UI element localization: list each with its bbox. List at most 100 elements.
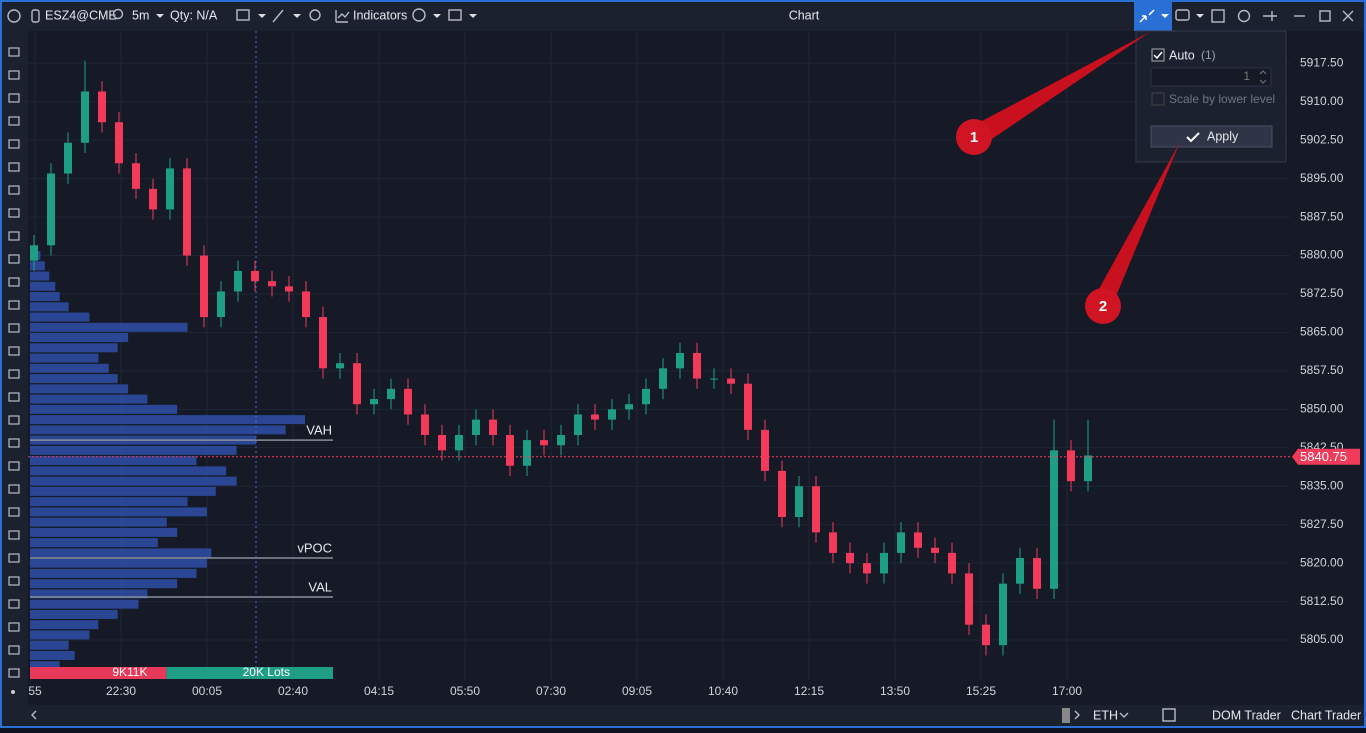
tool-icon[interactable] (8, 438, 20, 448)
candle-body (557, 434, 565, 446)
tool-icon[interactable] (8, 93, 20, 103)
profile-bar (30, 568, 197, 578)
tool-icon[interactable] (8, 116, 20, 126)
tool-icon[interactable] (8, 139, 20, 149)
chart-trader-button[interactable]: Chart Trader (1291, 708, 1361, 722)
camera-icon[interactable] (1175, 9, 1190, 21)
dom-trader-button[interactable]: DOM Trader (1212, 708, 1281, 722)
candle-body (149, 188, 157, 210)
dropdown[interactable] (433, 14, 441, 18)
candle-body (387, 388, 395, 400)
price-tick-label: 5895.00 (1300, 171, 1344, 185)
candle-body (1016, 558, 1024, 584)
crosshair-icon[interactable] (412, 8, 426, 22)
profile-bar (30, 589, 148, 599)
tool-icon[interactable] (8, 599, 20, 609)
session-selector[interactable]: ETH (1093, 708, 1118, 722)
lower-level-checkbox[interactable] (1151, 92, 1165, 106)
profile-bar (30, 415, 305, 425)
search-icon[interactable] (112, 8, 124, 20)
tool-icon[interactable] (8, 668, 20, 678)
profile-bar (30, 507, 207, 517)
window-title: Chart (789, 8, 820, 22)
spinner-arrows[interactable] (1259, 70, 1267, 84)
profile-bar (30, 271, 50, 281)
time-tick-label: 10:40 (708, 684, 738, 698)
auto-checkbox[interactable] (1151, 48, 1165, 62)
tool-icon[interactable] (8, 576, 20, 586)
level-label: VAL (308, 579, 332, 594)
scroll-right[interactable] (1074, 710, 1080, 720)
dropdown[interactable] (1119, 712, 1129, 718)
annotation-number: 2 (1099, 298, 1107, 315)
price-tick-label: 5827.50 (1300, 517, 1344, 531)
candle-body (489, 419, 497, 435)
dropdown[interactable] (1161, 14, 1169, 18)
dropdown[interactable] (258, 14, 266, 18)
restore-icon[interactable] (1319, 10, 1331, 22)
pin-icon[interactable] (1263, 11, 1277, 21)
tool-icon[interactable] (8, 185, 20, 195)
draw-icon[interactable] (272, 9, 284, 23)
tool-icon[interactable] (8, 323, 20, 333)
profile-bar (30, 538, 158, 548)
scale-by-lower-label[interactable]: Scale by lower level (1169, 92, 1275, 106)
indicators[interactable]: Indicators (353, 8, 407, 22)
tool-icon[interactable] (8, 47, 20, 57)
tool-icon[interactable] (8, 484, 20, 494)
indicators-icon[interactable] (335, 10, 350, 23)
tool-icon[interactable] (8, 553, 20, 563)
candle-body (217, 291, 225, 318)
dropdown[interactable] (293, 14, 301, 18)
profile-bar (30, 599, 139, 609)
tool-icon[interactable] (8, 507, 20, 517)
tool-icon[interactable] (8, 369, 20, 379)
tool-icon[interactable] (8, 231, 20, 241)
tool-icon[interactable] (8, 208, 20, 218)
tool-icon[interactable] (8, 530, 20, 540)
candle-body (47, 173, 55, 246)
quantity[interactable]: Qty: N/A (170, 8, 218, 22)
candle-body (744, 383, 752, 430)
dropdown[interactable] (469, 14, 477, 18)
zoom-icon[interactable] (309, 9, 321, 21)
autoscale-icon (1139, 9, 1155, 23)
profile-bar (30, 661, 60, 671)
tool-icon[interactable] (8, 622, 20, 632)
layout-icon[interactable] (448, 9, 462, 21)
profile-bar (30, 486, 216, 496)
symbol-icon (31, 9, 40, 23)
tool-icon[interactable] (8, 415, 20, 425)
symbol[interactable]: ESZ4@CME (45, 8, 117, 22)
profile-bar (30, 527, 178, 537)
profile-bar (30, 312, 90, 322)
close-icon[interactable] (1342, 10, 1354, 22)
tool-icon[interactable] (8, 392, 20, 402)
tool-icon[interactable] (8, 70, 20, 80)
template-icon[interactable] (236, 9, 250, 21)
check-mark (1153, 51, 1163, 60)
dropdown[interactable] (1196, 14, 1204, 18)
calendar-icon[interactable] (1162, 708, 1176, 722)
profile-bar (30, 425, 286, 435)
tool-icon[interactable] (8, 300, 20, 310)
tool-icon[interactable] (8, 645, 20, 655)
scroll-thumb[interactable] (1062, 708, 1070, 723)
tool-icon[interactable] (8, 346, 20, 356)
profile-bar (30, 497, 188, 507)
tool-icon[interactable] (8, 254, 20, 264)
interval[interactable]: 5m (132, 8, 149, 22)
level-spinner[interactable] (1150, 67, 1272, 87)
auto-label[interactable]: Auto (1169, 48, 1195, 62)
candle-body (693, 352, 701, 379)
time-tick-label: 02:40 (278, 684, 308, 698)
apply-button[interactable] (1150, 125, 1273, 148)
tool-icon[interactable] (8, 461, 20, 471)
dropdown[interactable] (156, 14, 164, 18)
settings-icon[interactable] (1237, 9, 1251, 23)
candle-body (370, 399, 378, 405)
scroll-left[interactable] (31, 710, 37, 720)
tool-icon[interactable] (8, 277, 20, 287)
tool-icon[interactable] (8, 162, 20, 172)
fullscreen-icon[interactable] (1211, 9, 1225, 23)
